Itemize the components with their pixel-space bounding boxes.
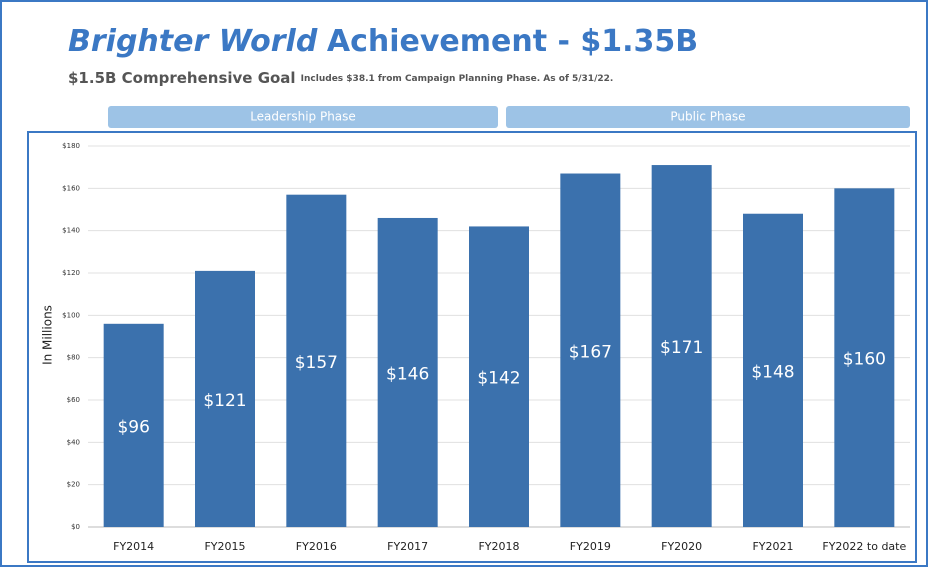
- value-label: $121: [203, 391, 246, 411]
- x-tick-label: FY2017: [387, 540, 428, 553]
- y-tick-label: $120: [62, 269, 80, 277]
- value-label: $157: [295, 353, 338, 373]
- value-label: $160: [843, 350, 886, 370]
- y-tick-label: $0: [71, 523, 80, 531]
- bar: [560, 173, 621, 527]
- value-label: $171: [660, 338, 703, 358]
- x-tick-label: FY2018: [478, 540, 519, 553]
- y-tick-label: $80: [67, 354, 80, 362]
- value-label: $146: [386, 364, 429, 384]
- phase-label: Public Phase: [670, 110, 745, 124]
- x-tick-label: FY2022 to date: [822, 540, 906, 553]
- value-label: $167: [569, 342, 612, 362]
- x-tick-label: FY2014: [113, 540, 154, 553]
- title-rest: Achievement - $1.35B: [327, 24, 698, 59]
- slide-title: Brighter World Achievement - $1.35B: [68, 24, 698, 59]
- y-axis-label: In Millions: [41, 305, 55, 365]
- y-tick-label: $100: [62, 311, 80, 319]
- subtitle-main: $1.5B Comprehensive Goal: [68, 69, 296, 87]
- value-label: $148: [751, 362, 794, 382]
- bar: [469, 226, 529, 527]
- phase-band: [506, 106, 910, 128]
- subtitle: $1.5B Comprehensive Goal Includes $38.1 …: [68, 68, 613, 87]
- y-tick-label: $60: [67, 396, 80, 404]
- x-tick-label: FY2015: [204, 540, 245, 553]
- bar: [651, 165, 712, 528]
- bar: [377, 217, 438, 527]
- y-tick-label: $160: [62, 184, 80, 192]
- phase-band: [108, 106, 498, 128]
- bar: [286, 194, 347, 527]
- x-tick-label: FY2016: [296, 540, 337, 553]
- y-tick-label: $40: [67, 438, 80, 446]
- y-tick-label: $140: [62, 227, 80, 235]
- subtitle-note: Includes $38.1 from Campaign Planning Ph…: [301, 74, 614, 84]
- bar: [195, 270, 255, 527]
- value-label: $96: [117, 417, 149, 437]
- bar: [743, 213, 803, 527]
- y-tick-label: $180: [62, 142, 80, 150]
- x-tick-label: FY2019: [570, 540, 611, 553]
- title-emphasis: Brighter World: [68, 24, 318, 59]
- phase-label: Leadership Phase: [250, 110, 356, 124]
- x-tick-label: FY2020: [661, 540, 702, 553]
- y-tick-label: $20: [67, 481, 80, 489]
- bar: [103, 323, 164, 527]
- x-tick-label: FY2021: [752, 540, 793, 553]
- bar: [834, 188, 895, 528]
- value-label: $142: [477, 369, 520, 389]
